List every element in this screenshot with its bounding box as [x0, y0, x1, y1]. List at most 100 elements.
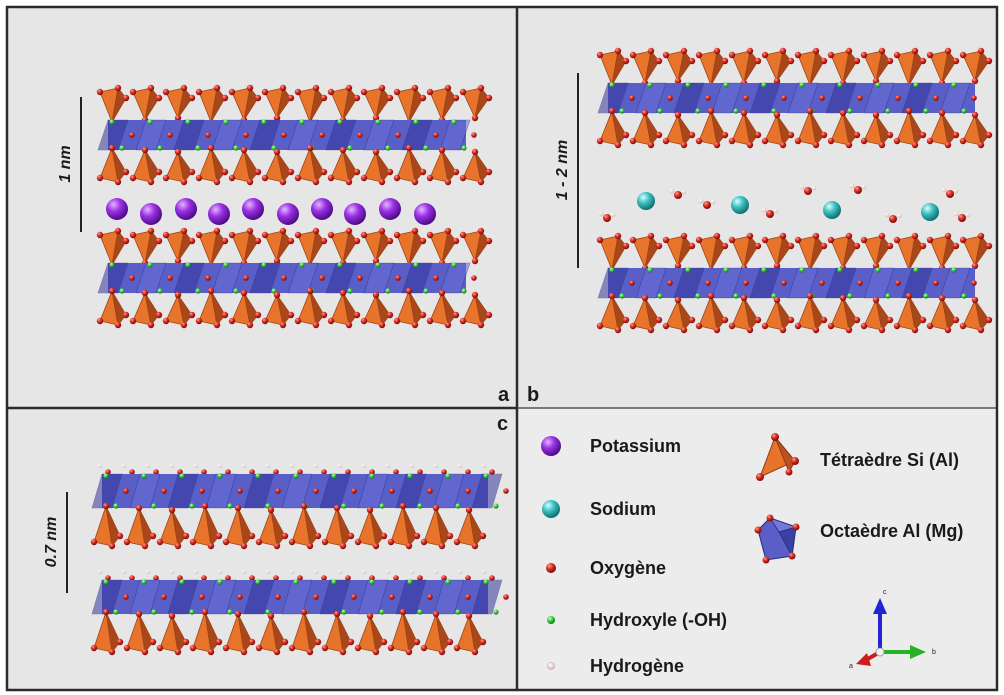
potassium-atom [311, 198, 333, 220]
tetrahedron-mark [611, 295, 627, 331]
oxygen-atom [369, 469, 375, 475]
oxygen-atom [149, 532, 157, 540]
oxygen-atom [820, 242, 828, 250]
tetrahedron-mark [375, 294, 391, 326]
octahedron-mark [357, 473, 389, 509]
oxygen-atom [360, 88, 368, 96]
hydroxyl-atom [185, 262, 191, 268]
oxygen-atom [655, 57, 663, 65]
oxygen-atom [667, 280, 673, 286]
oxygen-atom [248, 638, 256, 646]
potassium-atom [140, 203, 162, 225]
oxygen-atom [129, 132, 135, 138]
tetrahedron-mark [342, 292, 358, 326]
oxygen-atom [477, 227, 485, 235]
oxygen-atom [911, 141, 919, 149]
oxygen-atom [96, 231, 104, 239]
oxygen-atom [680, 232, 688, 240]
oxygen-atom [122, 237, 130, 245]
oxygen-atom [827, 51, 835, 59]
oxygen-atom [419, 311, 427, 319]
oxygen-atom [952, 242, 960, 250]
oxygen-atom [959, 51, 967, 59]
tetrahedron-mark [908, 110, 924, 146]
oxygen-atom [761, 236, 769, 244]
oxygen-atom [426, 174, 434, 182]
oxygen-atom [432, 610, 440, 618]
oxygen-atom [878, 47, 886, 55]
oxygen-atom [405, 287, 413, 295]
hydroxyl-atom [189, 609, 195, 615]
water-hydrogen-atom [681, 189, 687, 195]
oxygen-atom [465, 612, 473, 620]
tetrahedron-mark [105, 611, 121, 653]
tetrahedron-mark [809, 110, 825, 146]
oxygen-atom [614, 141, 622, 149]
legend-label-octahedron: Octaèdre Al (Mg) [820, 521, 963, 541]
oxygen-atom [444, 227, 452, 235]
oxygen-atom [188, 168, 196, 176]
oxygen-atom [761, 322, 769, 330]
tetrahedron-mark [743, 297, 759, 331]
oxygen-atom [353, 168, 361, 176]
oxygen-atom [254, 237, 262, 245]
hydroxyl-atom [413, 262, 419, 268]
oxygen-atom [926, 236, 934, 244]
oxygen-atom [108, 542, 116, 550]
tetrahedron-mark [402, 505, 418, 547]
oxygen-atom [360, 174, 368, 182]
sodium-atom-icon [542, 500, 560, 518]
oxygen-atom [147, 178, 155, 186]
hydroxyl-atom [151, 503, 157, 509]
oxygen-atom [195, 88, 203, 96]
tetrahedron-mark [875, 235, 891, 267]
oxygen-atom [707, 292, 715, 300]
oxygen-atom [182, 638, 190, 646]
oxygen-atom [413, 532, 421, 540]
oxygen-atom [827, 236, 835, 244]
hydrogen-atom [481, 569, 487, 575]
hydroxyl-atom [875, 267, 881, 273]
oxygen-atom [465, 575, 471, 581]
panel-b-letter: b [527, 384, 539, 406]
hydroxyl-atom [847, 108, 853, 114]
panel-c-letter: c [497, 413, 508, 435]
oxygen-atom [608, 107, 616, 115]
hydroxyl-atom [761, 267, 767, 273]
oxygen-atom [743, 280, 749, 286]
oxygen-atom [746, 141, 754, 149]
oxygen-atom [312, 84, 320, 92]
oxygen-atom [886, 316, 894, 324]
water-oxygen-atom [674, 191, 682, 199]
oxygen-atom [853, 57, 861, 65]
oxygen-atom [188, 311, 196, 319]
oxygen-atom [845, 326, 853, 334]
oxygen-atom [705, 95, 711, 101]
tetrahedron-mark [611, 110, 627, 146]
water-hydrogen-atom [710, 199, 716, 205]
oxygen-atom [438, 146, 446, 154]
oxygen-atom [794, 322, 802, 330]
oxygen-atom [147, 84, 155, 92]
oxygen-atom [122, 94, 130, 102]
oxygen-atom [721, 316, 729, 324]
oxygen-atom [667, 95, 673, 101]
oxygen-atom [405, 648, 413, 656]
oxygen-atom [234, 610, 242, 618]
legend-item-potassium: Potassium [541, 436, 681, 456]
hydroxyl-atom [119, 288, 125, 294]
water-oxygen-atom [854, 186, 862, 194]
oxygen-atom [123, 594, 129, 600]
oxygen-atom [168, 506, 176, 514]
water-oxygen-atom [958, 214, 966, 222]
octahedron-mark [395, 579, 427, 615]
octahedron-mark [363, 119, 395, 151]
panel-a-scale-label: 1 nm [57, 145, 74, 182]
tetrahedron-mark [743, 112, 759, 146]
oxygen-atom [629, 280, 635, 286]
oxygen-atom [596, 236, 604, 244]
hydroxyl-atom [147, 119, 153, 125]
oxygen-atom [459, 88, 467, 96]
oxygen-atom [195, 174, 203, 182]
hydrogen-atom [169, 463, 175, 469]
